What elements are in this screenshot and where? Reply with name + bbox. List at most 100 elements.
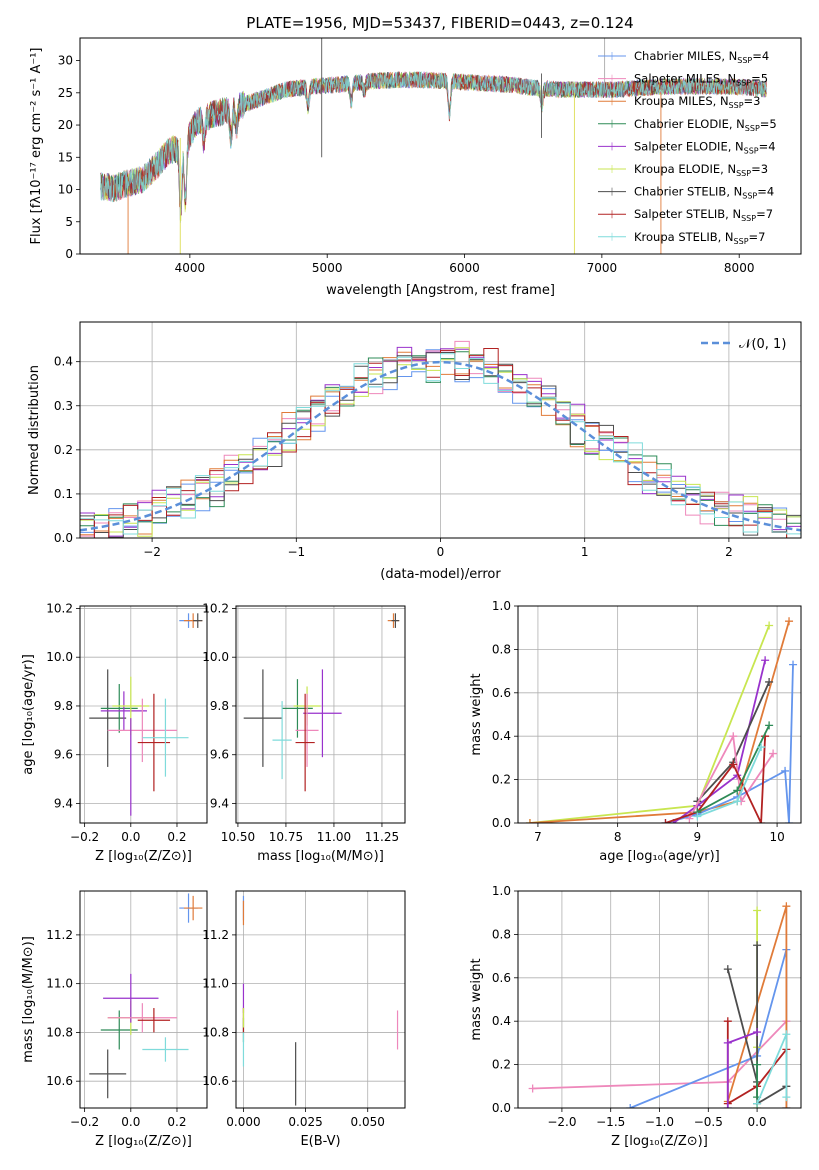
weight-marker [782, 1104, 791, 1108]
errorbar-point-4 [295, 693, 319, 767]
weight-series-1 [529, 620, 790, 823]
x-tick-label: −1 [287, 545, 305, 559]
y-tick-label: 0.3 [54, 399, 73, 413]
y-tick-label: 0.2 [492, 1058, 511, 1072]
y-tick-label: 10.0 [202, 650, 229, 664]
panel-residuals: −2 −1 0 1 2 0.0 0.1 0.2 0.3 0.4 (data-model)/error… [27, 321, 802, 582]
weight-marker [723, 1017, 732, 1026]
panel-Z-massweight: −2.0 −1.5 −1.0 −0.5 0.0 0.0 0.2 0.4 0.6 0.8 1.0 Z [… [469, 884, 802, 1149]
errorbars [89, 893, 203, 1099]
x-tick-label: 11.00 [317, 830, 351, 844]
errorbar-point-6 [137, 693, 171, 792]
x-tick-label: −2 [143, 545, 161, 559]
y-tick-label: 11.2 [202, 928, 229, 942]
legend: Chabrier MILES, NSSP=4 Salpeter MILES, NS… [598, 49, 777, 246]
errorbar-point-1 [100, 684, 138, 733]
y-tick-label: 0.0 [492, 816, 511, 830]
panel-Z-mass: −0.2 0.0 0.2 10.6 10.8 11.0 11.2 Z [log₁₀(Z/Z⊙)… [21, 890, 208, 1149]
errorbar-point-1 [282, 679, 313, 738]
errorbar-point-0 [89, 669, 127, 767]
weight-marker [693, 812, 702, 821]
x-tick-label: −1.5 [596, 1115, 625, 1129]
legend-entry-8: Kroupa STELIB, NSSP=7 [634, 230, 765, 246]
y-tick-label: 0.1 [54, 487, 73, 501]
y-axis-label: Normed distribution [27, 365, 42, 495]
errorbar-point-4 [107, 1003, 177, 1033]
x-tick-label: 1 [581, 545, 589, 559]
y-tick-label: 1.0 [492, 884, 511, 898]
x-axis-label: age [log₁₀(age/yr)] [599, 849, 720, 864]
weight-lines [525, 617, 798, 823]
weight-marker [525, 819, 534, 823]
errorbar-point-1 [100, 1010, 138, 1050]
y-axis-label: mass weight [469, 673, 484, 755]
y-tick-label: 10.6 [46, 1074, 73, 1088]
weight-marker [723, 1104, 732, 1108]
errorbar-point-8 [183, 895, 203, 921]
y-tick-label: 10.0 [46, 650, 73, 664]
y-tick-label: 0.2 [492, 773, 511, 787]
panel-Z-age: −0.2 0.0 0.2 9.4 9.6 9.8 10.0 10.2 Z [log₁₀(Z/Z⊙… [21, 601, 208, 864]
x-tick-label: 0.0 [748, 1115, 767, 1129]
weight-marker [733, 797, 742, 806]
x-axis-label: E(B-V) [300, 1134, 340, 1149]
y-tick-label: 0.4 [492, 1014, 511, 1028]
errorbars [243, 613, 400, 792]
x-tick-label: 8000 [724, 261, 755, 275]
weight-marker [626, 1104, 635, 1108]
y-tick-label: 5 [65, 215, 73, 229]
legend-entry-3: Chabrier ELODIE, NSSP=5 [634, 117, 777, 133]
weight-marker [769, 749, 778, 758]
y-tick-label: 20 [58, 118, 73, 132]
weight-marker [785, 819, 794, 823]
panels: 4000 5000 6000 7000 8000051015202530waveleng… [21, 37, 802, 1149]
y-axis-label: Flux [fλ10⁻¹⁷ erg cm⁻² s⁻¹ A⁻¹] [29, 48, 44, 245]
x-tick-label: 0.0 [121, 830, 140, 844]
x-tick-label: −0.5 [694, 1115, 723, 1129]
x-tick-label: 11.25 [365, 830, 399, 844]
axes-frame [79, 890, 208, 1109]
weight-marker [782, 1093, 791, 1102]
weight-marker [753, 941, 762, 950]
x-tick-label: 0.000 [226, 1115, 260, 1129]
x-tick-label: 0.2 [167, 830, 186, 844]
panel-EBV-mass: 0.000 0.025 0.050 10.6 10.8 11.0 11.2 E(B-V) [202, 890, 406, 1149]
x-tick-label: 0.2 [167, 1115, 186, 1129]
errorbar-point-5 [295, 693, 315, 792]
y-tick-label: 10.6 [202, 1074, 229, 1088]
errorbar-point-0 [243, 669, 283, 767]
weight-marker [782, 902, 791, 911]
y-tick-label: 30 [58, 54, 73, 68]
weight-marker [528, 1084, 537, 1093]
legend-entry-1: Salpeter MILES, NSSP=5 [634, 72, 768, 88]
weight-marker [753, 906, 762, 915]
errorbar-point-8 [391, 613, 400, 628]
weight-marker [757, 819, 766, 823]
y-tick-label: 11.0 [46, 977, 73, 991]
figure-title: PLATE=1956, MJD=53437, FIBERID=0443, z=0… [246, 14, 633, 32]
x-tick-label: 8 [614, 830, 622, 844]
x-tick-label: −0.2 [70, 830, 99, 844]
weight-marker [723, 965, 732, 974]
y-tick-label: 9.6 [54, 748, 73, 762]
y-tick-label: 0.2 [54, 443, 73, 457]
errorbar-point-2 [100, 691, 147, 731]
y-tick-label: 11.2 [46, 928, 73, 942]
gaussian-curve [80, 360, 801, 532]
axes-frame [235, 605, 406, 824]
errorbar-point-3 [103, 973, 159, 1023]
panel-age-massweight: 7 8 9 10 0.0 0.2 0.4 0.6 0.8 1.0 age [log₁₀(age/yr… [469, 599, 802, 864]
errorbar-point-0 [89, 1049, 127, 1099]
x-tick-label: 0.025 [288, 1115, 322, 1129]
errorbar-point-7 [142, 698, 189, 777]
axes-frame [79, 605, 208, 824]
x-tick-label: 10.50 [221, 830, 255, 844]
errorbar-point-6 [272, 701, 292, 780]
y-tick-label: 0.8 [492, 642, 511, 656]
x-tick-label: −1.0 [645, 1115, 674, 1129]
errorbar-point-5 [137, 1008, 171, 1033]
weight-marker [661, 819, 670, 823]
y-tick-label: 10 [58, 183, 73, 197]
weight-marker [761, 656, 770, 665]
x-axis-label: Z [log₁₀(Z/Z⊙)] [95, 849, 192, 864]
